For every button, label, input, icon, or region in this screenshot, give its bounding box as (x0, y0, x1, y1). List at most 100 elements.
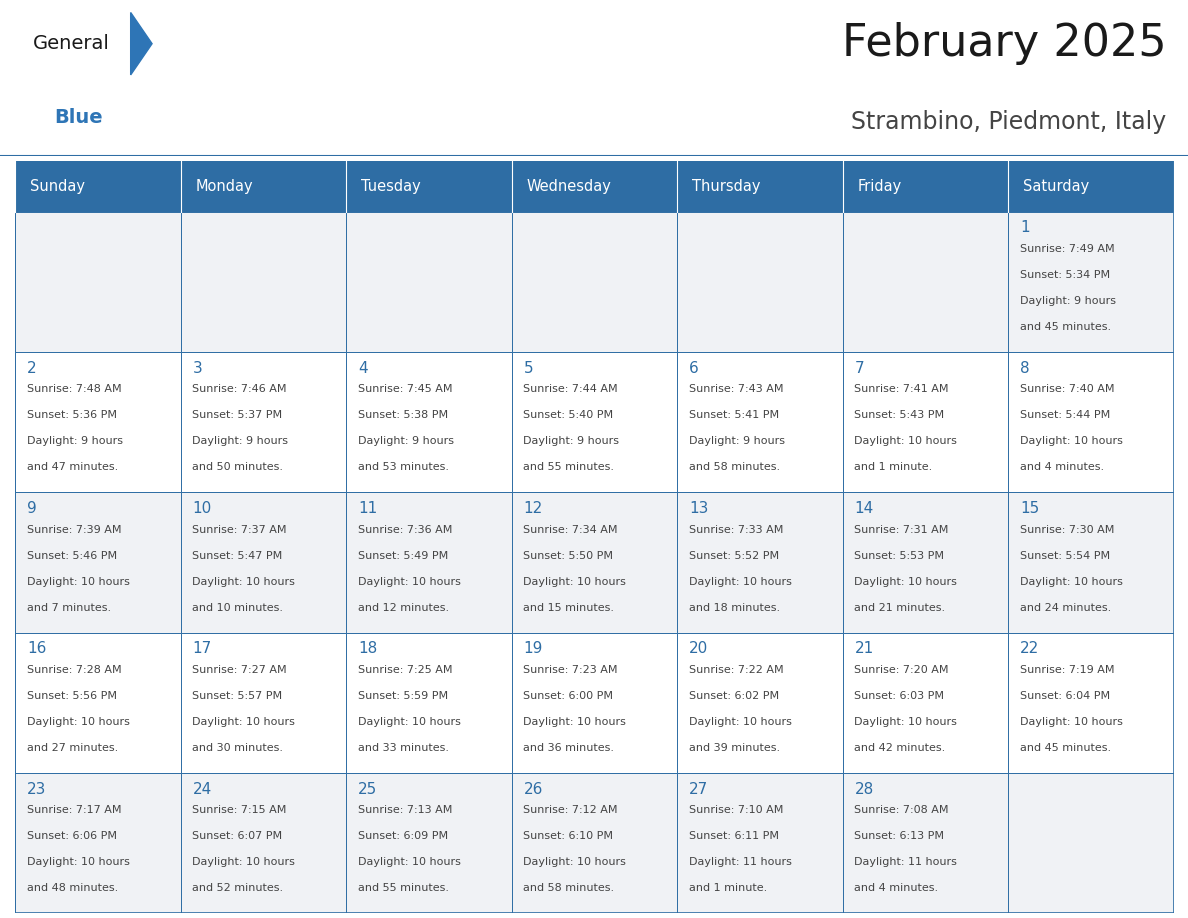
Text: 2: 2 (27, 361, 37, 375)
Text: Daylight: 9 hours: Daylight: 9 hours (524, 436, 619, 446)
Bar (677, 212, 842, 353)
Text: Sunset: 6:06 PM: Sunset: 6:06 PM (27, 832, 118, 841)
Text: and 50 minutes.: and 50 minutes. (192, 463, 284, 472)
Text: Daylight: 10 hours: Daylight: 10 hours (358, 577, 461, 587)
Text: Sunrise: 7:43 AM: Sunrise: 7:43 AM (689, 385, 783, 395)
Text: 8: 8 (1019, 361, 1030, 375)
Text: and 4 minutes.: and 4 minutes. (1019, 463, 1104, 472)
Text: Daylight: 9 hours: Daylight: 9 hours (689, 436, 785, 446)
Text: 16: 16 (27, 641, 46, 656)
Text: Daylight: 10 hours: Daylight: 10 hours (27, 717, 129, 727)
Text: and 18 minutes.: and 18 minutes. (689, 602, 781, 612)
Bar (181, 773, 347, 913)
Text: Sunrise: 7:28 AM: Sunrise: 7:28 AM (27, 665, 121, 675)
Text: 19: 19 (524, 641, 543, 656)
Text: Sunrise: 7:30 AM: Sunrise: 7:30 AM (1019, 525, 1114, 535)
Text: Thursday: Thursday (693, 179, 760, 194)
Text: and 55 minutes.: and 55 minutes. (524, 463, 614, 472)
Text: and 27 minutes.: and 27 minutes. (27, 743, 119, 753)
Text: Daylight: 10 hours: Daylight: 10 hours (27, 857, 129, 868)
Text: and 12 minutes.: and 12 minutes. (358, 602, 449, 612)
Text: Sunrise: 7:45 AM: Sunrise: 7:45 AM (358, 385, 453, 395)
Text: 27: 27 (689, 781, 708, 797)
Bar (842, 353, 1009, 492)
Text: Sunset: 5:40 PM: Sunset: 5:40 PM (524, 410, 613, 420)
Text: Sunrise: 7:40 AM: Sunrise: 7:40 AM (1019, 385, 1114, 395)
Bar (1009, 633, 1174, 773)
Bar (181, 353, 347, 492)
Text: Sunset: 5:56 PM: Sunset: 5:56 PM (27, 691, 118, 701)
Text: Sunrise: 7:20 AM: Sunrise: 7:20 AM (854, 665, 949, 675)
Text: Sunrise: 7:37 AM: Sunrise: 7:37 AM (192, 525, 287, 535)
Text: Sunset: 5:53 PM: Sunset: 5:53 PM (854, 551, 944, 561)
Bar (181, 633, 347, 773)
Bar (347, 161, 512, 212)
Bar (347, 353, 512, 492)
Text: Blue: Blue (55, 107, 103, 127)
Text: Sunset: 6:07 PM: Sunset: 6:07 PM (192, 832, 283, 841)
Text: and 42 minutes.: and 42 minutes. (854, 743, 946, 753)
Text: Sunset: 6:11 PM: Sunset: 6:11 PM (689, 832, 779, 841)
Text: Sunset: 5:36 PM: Sunset: 5:36 PM (27, 410, 118, 420)
Text: and 48 minutes.: and 48 minutes. (27, 883, 119, 893)
Text: and 55 minutes.: and 55 minutes. (358, 883, 449, 893)
Text: 12: 12 (524, 501, 543, 516)
Text: Daylight: 10 hours: Daylight: 10 hours (524, 577, 626, 587)
Bar (512, 161, 677, 212)
Text: Sunset: 5:54 PM: Sunset: 5:54 PM (1019, 551, 1110, 561)
Text: 1: 1 (1019, 220, 1030, 235)
Bar (15, 773, 181, 913)
Bar (1009, 161, 1174, 212)
Text: Sunrise: 7:33 AM: Sunrise: 7:33 AM (689, 525, 783, 535)
Text: Sunset: 6:02 PM: Sunset: 6:02 PM (689, 691, 779, 701)
Text: Sunrise: 7:19 AM: Sunrise: 7:19 AM (1019, 665, 1114, 675)
Text: Daylight: 10 hours: Daylight: 10 hours (192, 577, 296, 587)
Text: General: General (33, 34, 110, 53)
Text: Daylight: 10 hours: Daylight: 10 hours (1019, 577, 1123, 587)
Text: Daylight: 9 hours: Daylight: 9 hours (358, 436, 454, 446)
Text: Sunrise: 7:13 AM: Sunrise: 7:13 AM (358, 805, 453, 815)
Text: 7: 7 (854, 361, 864, 375)
Text: Sunset: 5:52 PM: Sunset: 5:52 PM (689, 551, 779, 561)
Text: Daylight: 9 hours: Daylight: 9 hours (27, 436, 124, 446)
Text: Sunset: 6:10 PM: Sunset: 6:10 PM (524, 832, 613, 841)
Text: Wednesday: Wednesday (526, 179, 612, 194)
Text: 10: 10 (192, 501, 211, 516)
Text: and 15 minutes.: and 15 minutes. (524, 602, 614, 612)
Text: 13: 13 (689, 501, 708, 516)
Text: 22: 22 (1019, 641, 1040, 656)
Text: Sunday: Sunday (31, 179, 86, 194)
Text: Sunrise: 7:08 AM: Sunrise: 7:08 AM (854, 805, 949, 815)
Text: Strambino, Piedmont, Italy: Strambino, Piedmont, Italy (852, 110, 1167, 134)
Text: 5: 5 (524, 361, 533, 375)
Bar (15, 161, 181, 212)
Text: Friday: Friday (858, 179, 902, 194)
Bar (15, 353, 181, 492)
Text: Sunset: 6:04 PM: Sunset: 6:04 PM (1019, 691, 1110, 701)
Text: Daylight: 10 hours: Daylight: 10 hours (854, 577, 958, 587)
Text: Daylight: 11 hours: Daylight: 11 hours (689, 857, 791, 868)
Bar (677, 161, 842, 212)
Text: and 30 minutes.: and 30 minutes. (192, 743, 284, 753)
Text: 24: 24 (192, 781, 211, 797)
Bar (512, 212, 677, 353)
Text: Sunrise: 7:22 AM: Sunrise: 7:22 AM (689, 665, 784, 675)
Text: and 45 minutes.: and 45 minutes. (1019, 743, 1111, 753)
Bar (347, 492, 512, 633)
Bar (1009, 492, 1174, 633)
Text: and 4 minutes.: and 4 minutes. (854, 883, 939, 893)
Bar (512, 633, 677, 773)
Text: Daylight: 10 hours: Daylight: 10 hours (854, 436, 958, 446)
Bar (347, 212, 512, 353)
Bar (842, 212, 1009, 353)
Text: Daylight: 10 hours: Daylight: 10 hours (1019, 717, 1123, 727)
Text: Tuesday: Tuesday (361, 179, 421, 194)
Text: Monday: Monday (196, 179, 253, 194)
Text: and 21 minutes.: and 21 minutes. (854, 602, 946, 612)
Text: and 39 minutes.: and 39 minutes. (689, 743, 781, 753)
Text: and 1 minute.: and 1 minute. (689, 883, 767, 893)
Text: Sunset: 5:34 PM: Sunset: 5:34 PM (1019, 270, 1110, 280)
Bar (15, 212, 181, 353)
Text: Daylight: 10 hours: Daylight: 10 hours (524, 717, 626, 727)
Text: and 52 minutes.: and 52 minutes. (192, 883, 284, 893)
